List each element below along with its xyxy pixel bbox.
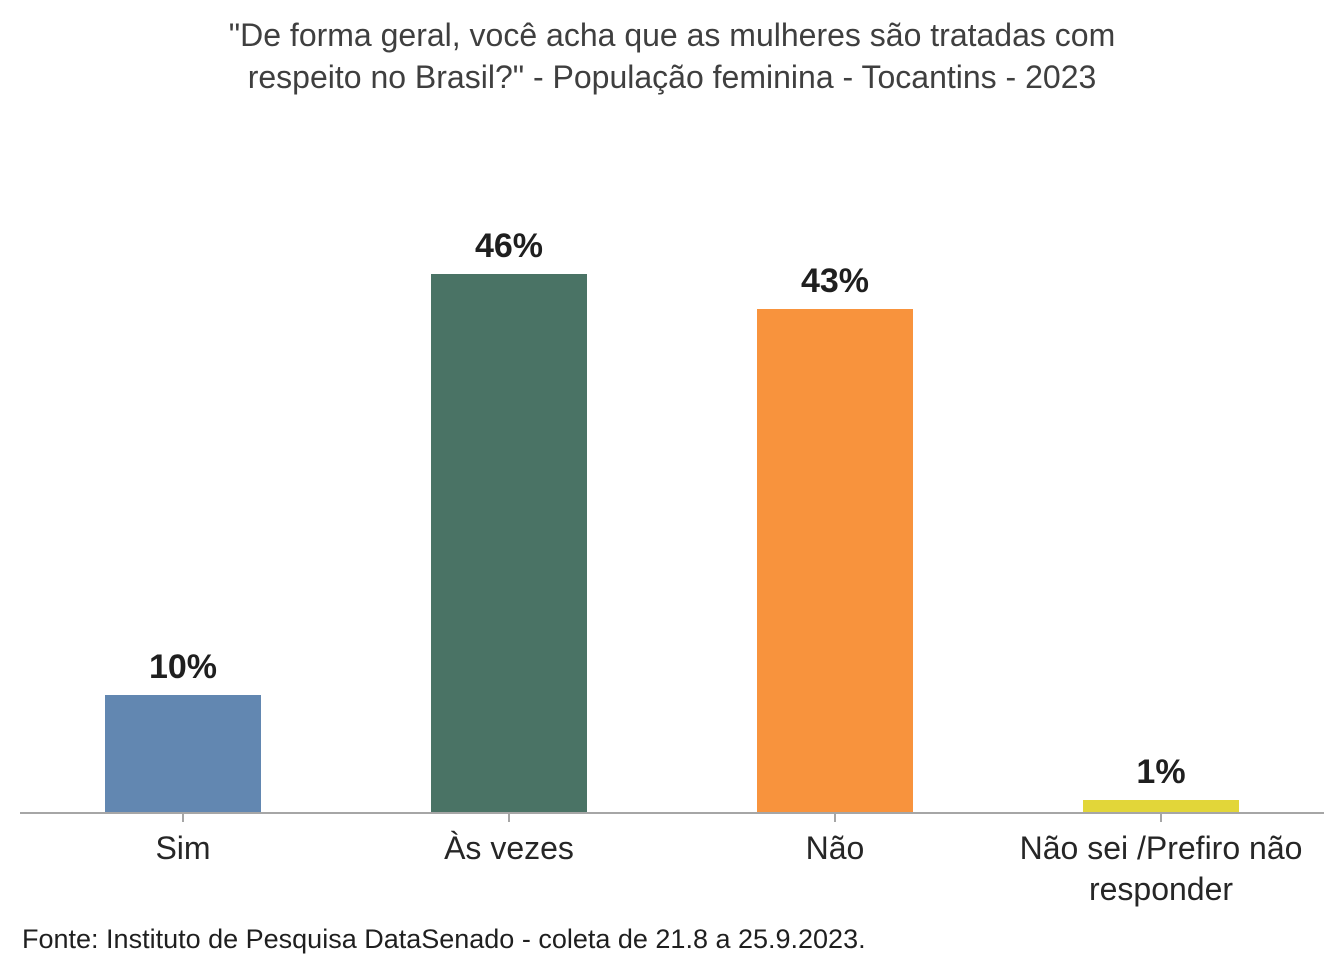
bar-column: 1% — [998, 114, 1324, 823]
bar-column: 10% — [20, 114, 346, 823]
chart-title-line-2: respeito no Brasil?" - População feminin… — [247, 59, 1097, 96]
bar-column: 43% — [672, 114, 998, 823]
bar — [431, 274, 587, 813]
bar-value-label: 10% — [148, 648, 218, 687]
bar — [1083, 800, 1239, 813]
bar-value-label: 1% — [1136, 753, 1186, 792]
chart-title-line-1: "De forma geral, você acha que as mulher… — [228, 17, 1116, 53]
bar — [757, 309, 913, 813]
chart-title: "De forma geral, você acha que as mulher… — [82, 14, 1262, 98]
axis-tick-mark — [182, 814, 184, 823]
bar-column: 46% — [346, 114, 672, 823]
x-axis-labels: Sim Às vezes Não Não sei /Prefiro não respo… — [20, 828, 1324, 910]
bar-value-label: 46% — [474, 227, 544, 266]
bar — [105, 695, 261, 813]
axis-tick-mark — [834, 814, 836, 823]
bar-value-label: 43% — [800, 262, 870, 301]
category-label: Sim — [155, 830, 211, 867]
source-note: Fonte: Instituto de Pesquisa DataSenado … — [22, 924, 866, 955]
plot-area: 10% 46% 43% 1% — [20, 114, 1324, 823]
category-label: Não sei /Prefiro não responder — [1019, 830, 1303, 908]
axis-tick-mark — [508, 814, 510, 823]
category-label: Não — [805, 830, 865, 867]
axis-tick-mark — [1160, 814, 1162, 823]
category-label: Às vezes — [444, 830, 574, 867]
